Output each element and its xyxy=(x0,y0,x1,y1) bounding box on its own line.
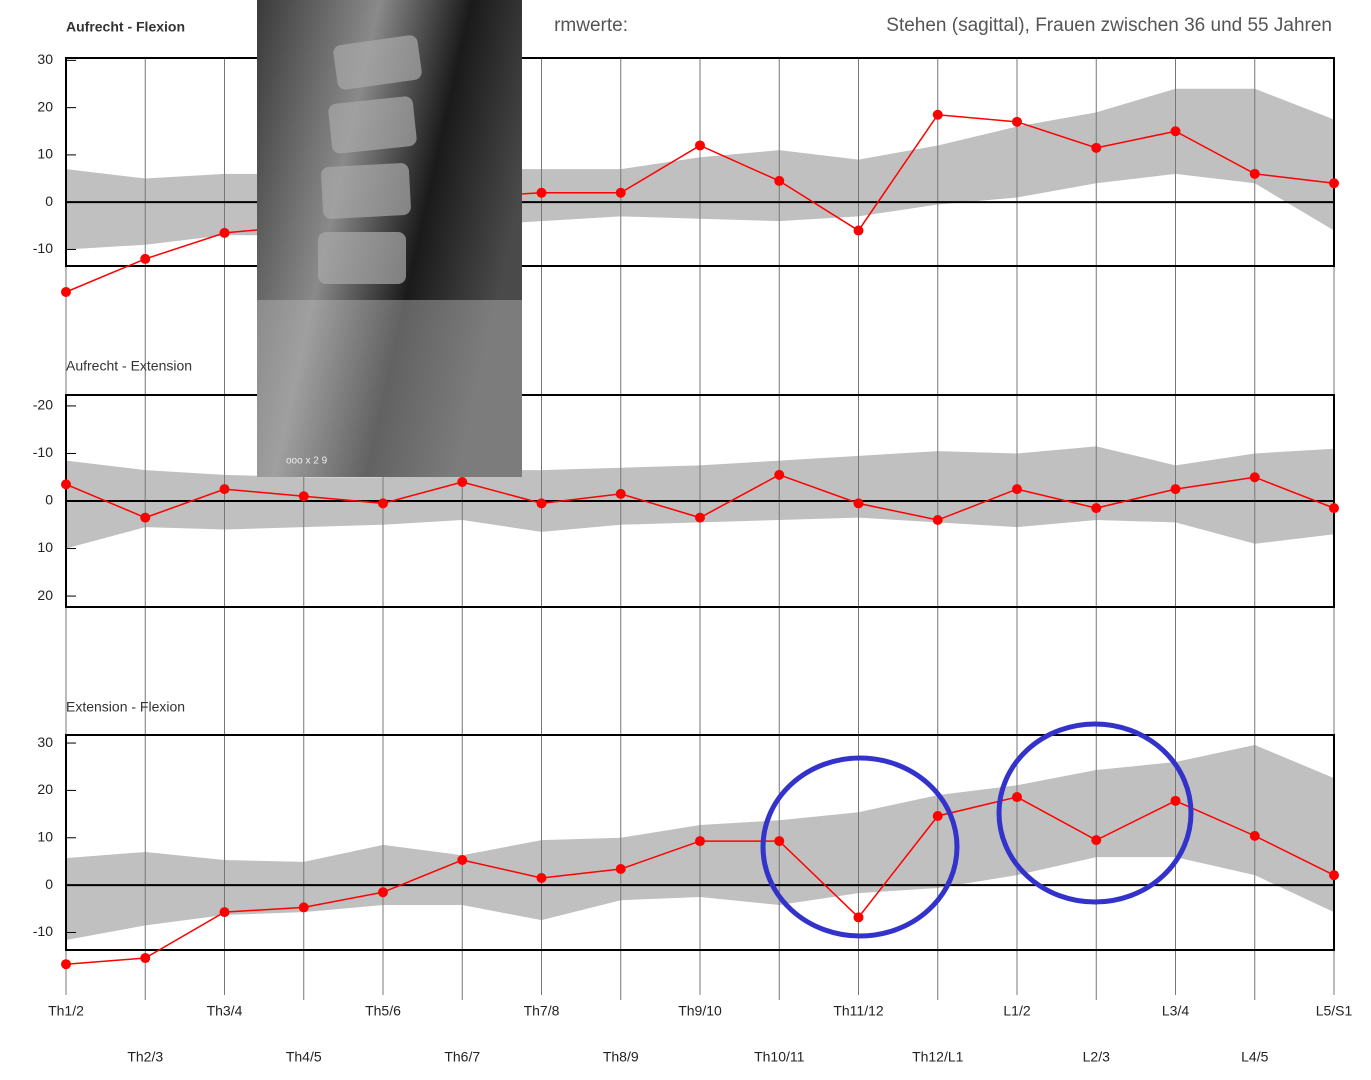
y-tick-label: 10 xyxy=(37,828,53,844)
y-tick-label: -10 xyxy=(33,923,53,939)
x-tick-label: L2/3 xyxy=(1083,1049,1110,1065)
x-tick-label: L5/S1 xyxy=(1316,1003,1353,1019)
y-tick-label: 0 xyxy=(45,492,53,508)
data-point xyxy=(219,484,230,495)
grid: Th1/2 Th2/3 Th3/4 Th4/5 Th5/6 Th6/7 Th7/8 Th8/9… xyxy=(33,51,1353,1065)
y-tick-label: 20 xyxy=(37,587,53,603)
data-point xyxy=(1170,126,1181,137)
data-point xyxy=(1249,168,1260,179)
y-tick-label: -20 xyxy=(33,397,53,413)
y-tick-label: 20 xyxy=(37,781,53,797)
x-tick-label: Th4/5 xyxy=(286,1049,322,1065)
data-point xyxy=(615,187,626,198)
data-point xyxy=(61,959,71,970)
header-left: rmwerte: xyxy=(554,15,628,36)
panel-title: Extension - Flexion xyxy=(66,699,185,715)
data-point xyxy=(1012,116,1022,127)
panel-title: Aufrecht - Flexion xyxy=(66,19,185,35)
x-tick-label: Th1/2 xyxy=(48,1003,84,1019)
data-point xyxy=(1091,503,1102,514)
x-tick-label: L4/5 xyxy=(1241,1049,1268,1065)
data-point xyxy=(536,873,547,884)
data-point xyxy=(1091,142,1102,153)
data-point xyxy=(774,175,785,186)
data-point xyxy=(695,140,705,151)
y-tick-label: -10 xyxy=(33,240,53,256)
plot-frame xyxy=(65,57,1335,267)
y-tick-label: 10 xyxy=(37,539,53,555)
x-tick-label: Th3/4 xyxy=(207,1003,243,1019)
data-point xyxy=(1091,835,1102,846)
data-point xyxy=(1012,792,1022,803)
data-point xyxy=(1012,484,1022,495)
y-tick-label: 30 xyxy=(37,734,53,750)
data-point xyxy=(615,864,626,875)
x-tick-label: L1/2 xyxy=(1003,1003,1030,1019)
y-tick-label: 30 xyxy=(37,51,53,67)
data-point xyxy=(853,912,864,923)
panel-title: Aufrecht - Extension xyxy=(66,358,192,374)
data-point xyxy=(378,498,388,509)
x-tick-label: Th7/8 xyxy=(524,1003,560,1019)
data-point xyxy=(140,953,151,964)
x-tick-label: Th5/6 xyxy=(365,1003,401,1019)
data-point xyxy=(219,227,230,238)
data-point xyxy=(536,498,547,509)
data-point xyxy=(140,253,151,264)
data-point xyxy=(457,476,468,487)
y-tick-label: 10 xyxy=(37,146,53,162)
y-tick-label: 0 xyxy=(45,876,53,892)
data-point xyxy=(457,855,468,866)
data-point xyxy=(695,512,705,523)
data-point xyxy=(853,498,864,509)
data-point xyxy=(774,469,785,480)
data-point xyxy=(615,488,626,499)
data-point xyxy=(298,491,309,502)
data-point xyxy=(774,836,785,847)
y-tick-label: 20 xyxy=(37,98,53,114)
plot-frame xyxy=(65,734,1335,951)
x-tick-label: Th9/10 xyxy=(678,1003,722,1019)
data-point xyxy=(536,187,547,198)
data-point xyxy=(1249,830,1260,841)
data-point xyxy=(695,836,705,847)
data-point xyxy=(1329,870,1339,881)
x-tick-label: Th11/12 xyxy=(833,1003,884,1019)
data-point xyxy=(378,887,388,898)
data-point xyxy=(140,512,151,523)
x-tick-label: Th2/3 xyxy=(127,1049,163,1065)
data-point xyxy=(1170,484,1181,495)
data-point xyxy=(61,287,71,297)
data-point xyxy=(219,907,230,918)
data-point xyxy=(1329,503,1339,514)
x-tick-label: Th6/7 xyxy=(444,1049,480,1065)
data-point xyxy=(932,515,943,526)
data-point xyxy=(1249,472,1260,483)
xray-image: ooo x 2 9 xyxy=(257,0,522,477)
data-point xyxy=(1170,795,1181,806)
data-point xyxy=(932,810,943,821)
x-tick-label: Th12/L1 xyxy=(912,1049,964,1065)
x-tick-label: L3/4 xyxy=(1162,1003,1189,1019)
data-point xyxy=(853,225,864,236)
data-point xyxy=(932,109,943,120)
xray-label: ooo x 2 9 xyxy=(286,456,328,467)
x-tick-label: Th10/11 xyxy=(754,1049,805,1065)
data-point xyxy=(1329,178,1339,189)
annotations xyxy=(760,721,1194,939)
y-tick-label: -10 xyxy=(33,444,53,460)
x-tick-label: Th8/9 xyxy=(603,1049,639,1065)
y-tick-label: 0 xyxy=(45,193,53,209)
data-point xyxy=(298,902,309,913)
subtitle: Stehen (sagittal), Frauen zwischen 36 un… xyxy=(886,15,1332,36)
data-point xyxy=(61,479,71,490)
